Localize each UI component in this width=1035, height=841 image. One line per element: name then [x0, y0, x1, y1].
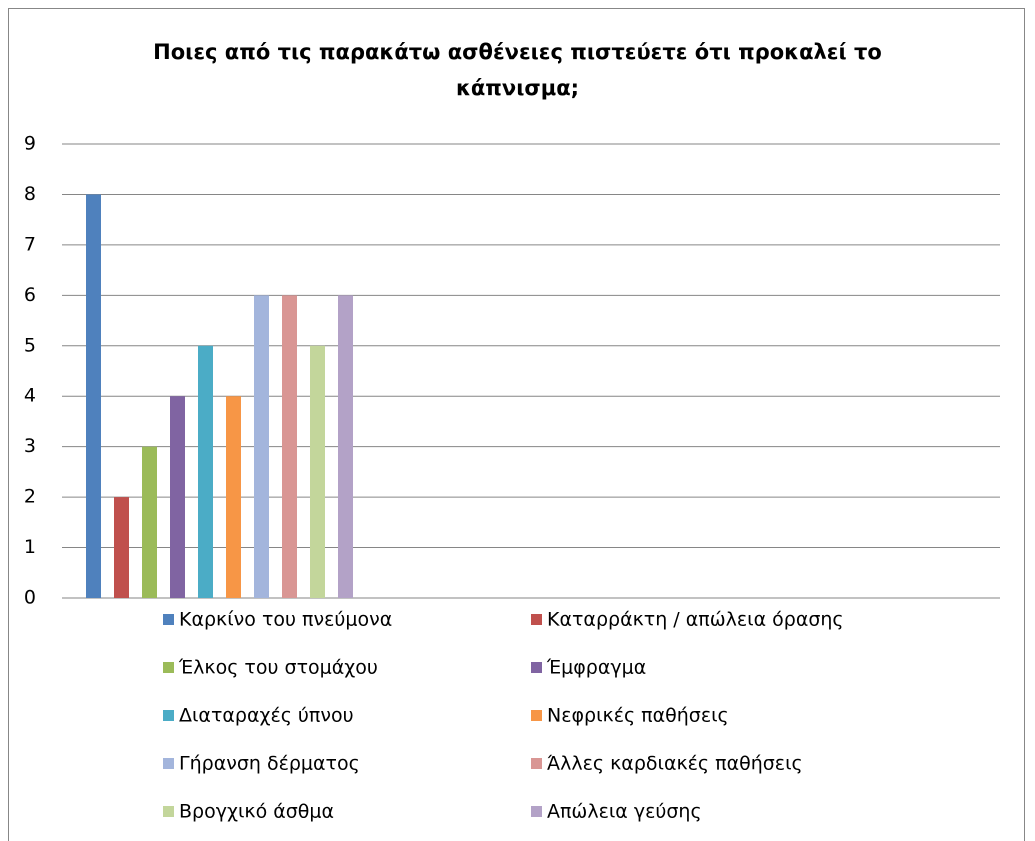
- legend-swatch: [163, 710, 174, 721]
- bar: [338, 295, 353, 598]
- legend-label: Γήρανση δέρματος: [179, 753, 360, 775]
- bar: [142, 446, 157, 598]
- legend-label: Καταρράκτη / απώλεια όρασης: [547, 609, 844, 631]
- legend-label: Καρκίνο του πνεύμονα: [179, 609, 392, 631]
- legend-swatch: [163, 758, 174, 769]
- legend-swatch: [163, 662, 174, 673]
- y-tick-label: 5: [24, 334, 36, 356]
- legend-swatch: [531, 806, 542, 817]
- legend-label: Άλλες καρδιακές παθήσεις: [547, 753, 803, 775]
- legend-label: Νεφρικές παθήσεις: [547, 705, 729, 727]
- legend-swatch: [163, 614, 174, 625]
- chart-title: Ποιες από τις παρακάτω ασθένειες πιστεύε…: [153, 40, 882, 100]
- y-tick-label: 8: [24, 183, 36, 205]
- y-tick-label: 1: [24, 536, 36, 558]
- bar: [226, 396, 241, 598]
- y-tick-label: 0: [24, 587, 36, 609]
- y-tick-label: 2: [24, 486, 36, 508]
- legend-swatch: [531, 662, 542, 673]
- legend-label: Βρογχικό άσθμα: [179, 801, 334, 823]
- legend-swatch: [531, 710, 542, 721]
- y-tick-label: 9: [24, 133, 36, 155]
- chart-border: [8, 8, 1025, 841]
- bar: [114, 497, 129, 598]
- bar: [310, 345, 325, 598]
- y-tick-label: 6: [24, 284, 36, 306]
- legend-label: Έλκος του στομάχου: [178, 657, 378, 679]
- y-tick-label: 4: [24, 385, 36, 407]
- bar: [198, 345, 213, 598]
- legend-swatch: [531, 758, 542, 769]
- legend-label: Απώλεια γεύσης: [547, 801, 702, 823]
- bar: [170, 396, 185, 598]
- bar: [86, 194, 101, 598]
- y-tick-label: 3: [24, 435, 36, 457]
- bar: [282, 295, 297, 598]
- y-tick-label: 7: [24, 233, 36, 255]
- bar: [254, 295, 269, 598]
- legend-swatch: [163, 806, 174, 817]
- legend-label: Έμφραγμα: [546, 657, 646, 679]
- legend-swatch: [531, 614, 542, 625]
- legend-label: Διαταραχές ύπνου: [179, 705, 354, 727]
